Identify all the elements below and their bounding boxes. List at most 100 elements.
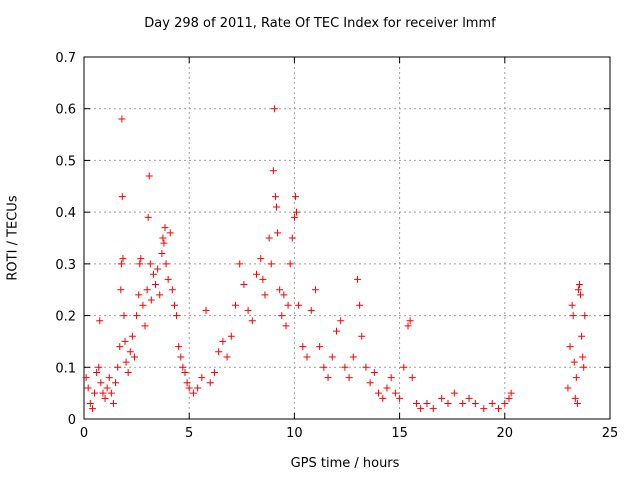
data-point bbox=[189, 389, 197, 397]
data-point bbox=[159, 234, 167, 242]
data-point bbox=[269, 167, 277, 175]
data-point bbox=[370, 368, 378, 376]
data-point bbox=[240, 281, 248, 289]
data-point bbox=[290, 213, 298, 221]
data-point bbox=[396, 394, 404, 402]
data-point bbox=[117, 260, 125, 268]
data-point bbox=[444, 399, 452, 407]
data-point bbox=[429, 405, 437, 413]
data-point bbox=[202, 306, 210, 314]
x-tick-label: 15 bbox=[391, 426, 408, 441]
data-point bbox=[112, 379, 120, 387]
data-point bbox=[160, 239, 168, 247]
data-point bbox=[311, 286, 319, 294]
data-point bbox=[577, 291, 585, 299]
y-tick-label: 0.6 bbox=[55, 103, 76, 118]
data-point bbox=[358, 332, 366, 340]
data-point bbox=[284, 301, 292, 309]
data-point bbox=[280, 291, 288, 299]
data-point bbox=[145, 172, 153, 180]
data-point bbox=[274, 229, 282, 237]
data-point bbox=[580, 363, 588, 371]
data-point bbox=[412, 399, 420, 407]
data-point bbox=[105, 374, 113, 382]
data-point bbox=[136, 260, 144, 268]
data-point bbox=[194, 384, 202, 392]
y-tick-label: 0.7 bbox=[55, 51, 76, 66]
data-point bbox=[168, 286, 176, 294]
data-point bbox=[286, 260, 294, 268]
data-point bbox=[568, 301, 576, 309]
data-point bbox=[198, 374, 206, 382]
data-point bbox=[575, 281, 583, 289]
data-point bbox=[408, 374, 416, 382]
data-point bbox=[581, 312, 589, 320]
data-point bbox=[149, 270, 157, 278]
data-point bbox=[406, 317, 414, 325]
data-point bbox=[450, 389, 458, 397]
data-point bbox=[316, 343, 324, 351]
data-point bbox=[404, 322, 412, 330]
data-point bbox=[97, 379, 105, 387]
data-point bbox=[122, 358, 130, 366]
data-point bbox=[488, 399, 496, 407]
data-point bbox=[152, 281, 160, 289]
data-point bbox=[96, 317, 104, 325]
data-point bbox=[162, 260, 170, 268]
data-point bbox=[164, 275, 172, 283]
data-point bbox=[244, 306, 252, 314]
data-point bbox=[276, 286, 284, 294]
data-point bbox=[423, 399, 431, 407]
data-point bbox=[501, 399, 509, 407]
data-point bbox=[332, 327, 340, 335]
data-point bbox=[278, 312, 286, 320]
data-point bbox=[117, 286, 125, 294]
data-point bbox=[578, 332, 586, 340]
data-point bbox=[82, 374, 90, 382]
data-point bbox=[571, 394, 579, 402]
data-point bbox=[103, 384, 111, 392]
data-point bbox=[227, 332, 235, 340]
data-point bbox=[579, 353, 587, 361]
data-point bbox=[282, 322, 290, 330]
data-point bbox=[185, 384, 193, 392]
axis-ticks: 0 5 10 15 20 25 0 0.1 0.2 0.3 0.4 0.5 0.6 0.7 bbox=[55, 51, 618, 441]
data-point bbox=[572, 374, 580, 382]
data-point bbox=[177, 353, 185, 361]
data-point bbox=[356, 301, 364, 309]
data-point bbox=[253, 270, 261, 278]
data-point bbox=[383, 384, 391, 392]
data-point bbox=[141, 322, 149, 330]
data-point bbox=[438, 394, 446, 402]
data-point bbox=[366, 379, 374, 387]
data-point bbox=[471, 399, 479, 407]
data-point bbox=[86, 399, 94, 407]
data-point bbox=[133, 312, 141, 320]
data-point bbox=[135, 291, 143, 299]
data-point bbox=[574, 286, 582, 294]
y-tick-label: 0.3 bbox=[55, 258, 76, 273]
data-point bbox=[183, 379, 191, 387]
data-point bbox=[271, 193, 279, 201]
data-point bbox=[88, 405, 96, 413]
x-tick-label: 5 bbox=[185, 426, 193, 441]
data-point bbox=[505, 394, 513, 402]
data-point bbox=[328, 353, 336, 361]
data-point bbox=[231, 301, 239, 309]
data-point bbox=[146, 260, 154, 268]
data-point bbox=[417, 405, 425, 413]
data-point bbox=[161, 224, 169, 232]
data-point bbox=[273, 203, 281, 211]
data-point bbox=[128, 332, 136, 340]
data-point bbox=[119, 255, 127, 263]
data-point bbox=[307, 306, 315, 314]
data-point bbox=[118, 193, 126, 201]
x-tick-label: 20 bbox=[497, 426, 514, 441]
data-point bbox=[156, 291, 164, 299]
data-point bbox=[261, 291, 269, 299]
data-point bbox=[573, 399, 581, 407]
data-point bbox=[566, 343, 574, 351]
data-point bbox=[99, 389, 107, 397]
data-point bbox=[120, 312, 128, 320]
data-point bbox=[324, 374, 332, 382]
